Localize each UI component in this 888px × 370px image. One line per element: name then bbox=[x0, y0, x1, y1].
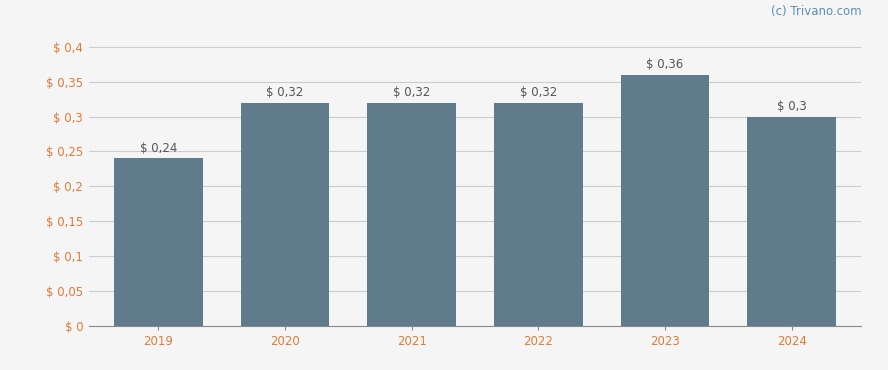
Bar bbox=[115, 158, 202, 326]
Text: $ 0,32: $ 0,32 bbox=[393, 86, 431, 99]
Bar bbox=[241, 103, 329, 326]
Text: $ 0,36: $ 0,36 bbox=[646, 58, 684, 71]
Bar bbox=[368, 103, 456, 326]
Text: $ 0,32: $ 0,32 bbox=[266, 86, 304, 99]
Text: $ 0,3: $ 0,3 bbox=[777, 100, 806, 113]
Bar bbox=[494, 103, 583, 326]
Text: (c) Trivano.com: (c) Trivano.com bbox=[771, 5, 861, 18]
Text: $ 0,32: $ 0,32 bbox=[519, 86, 557, 99]
Bar bbox=[748, 117, 836, 326]
Text: $ 0,24: $ 0,24 bbox=[139, 142, 177, 155]
Bar bbox=[621, 75, 710, 326]
